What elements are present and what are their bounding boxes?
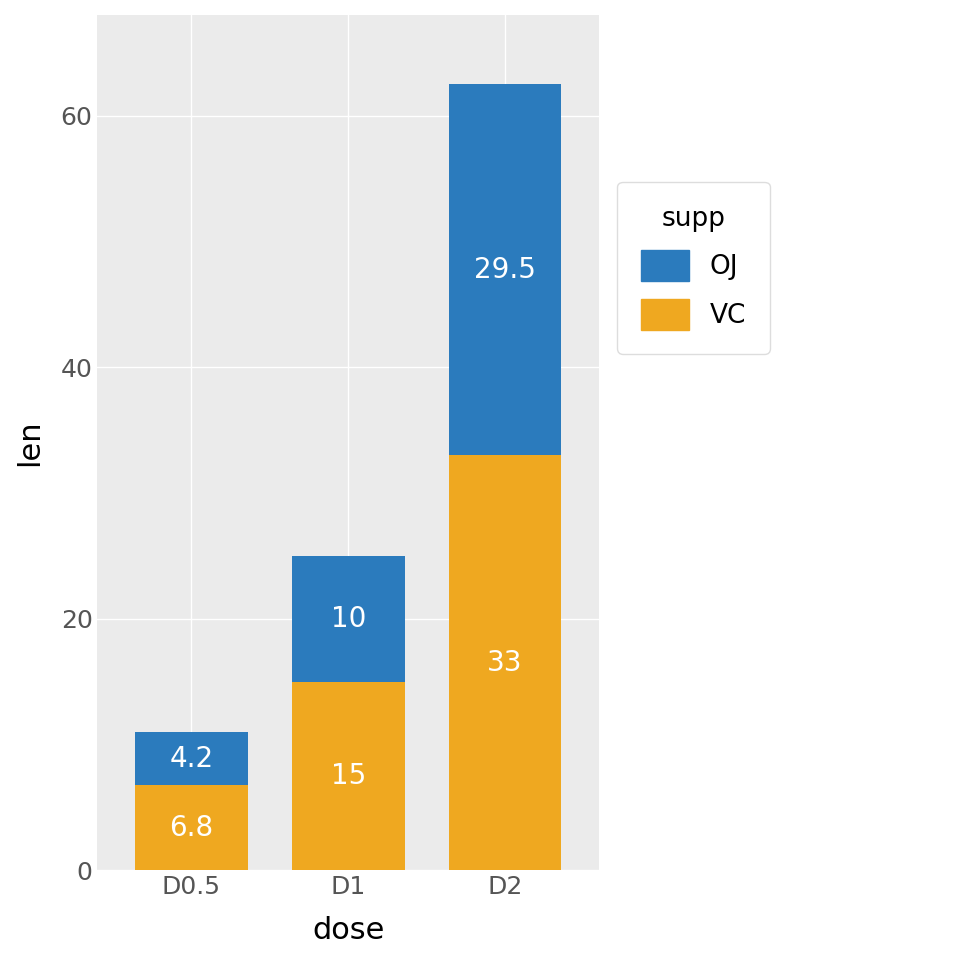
Text: 29.5: 29.5 — [474, 255, 536, 284]
Text: 4.2: 4.2 — [169, 745, 213, 773]
Bar — [135, 732, 248, 785]
Bar — [292, 682, 405, 871]
Text: 10: 10 — [330, 605, 366, 633]
X-axis label: dose: dose — [312, 916, 384, 945]
Y-axis label: len: len — [15, 420, 44, 466]
Text: 33: 33 — [488, 649, 523, 677]
Bar — [292, 556, 405, 682]
Bar — [135, 785, 248, 871]
Legend: OJ, VC: OJ, VC — [617, 182, 770, 353]
Text: 6.8: 6.8 — [169, 814, 213, 842]
Text: 15: 15 — [330, 762, 366, 790]
Bar — [448, 455, 562, 871]
Bar — [448, 84, 562, 455]
